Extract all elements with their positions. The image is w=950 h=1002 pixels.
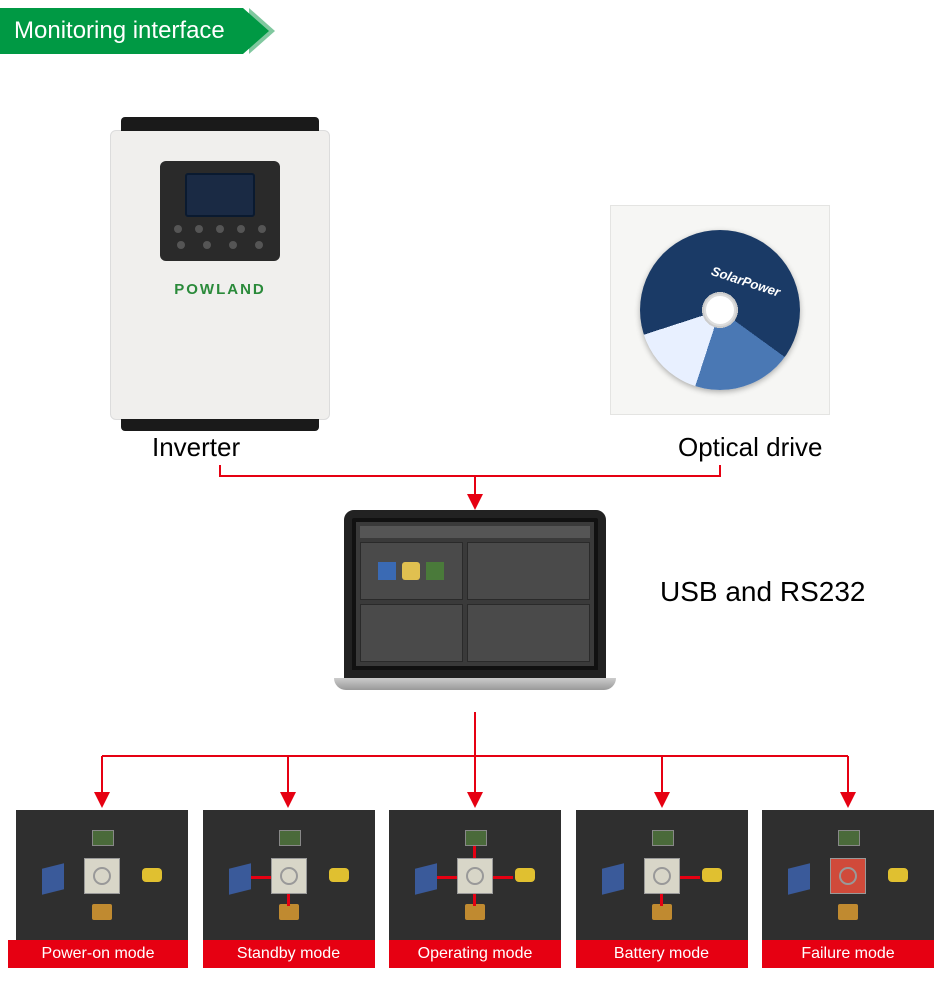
mode-thumb [762,810,934,940]
mode-card-failure: Failure mode [762,810,934,968]
banner-chevron-icon [243,8,269,54]
laptop-toolbar [360,526,590,538]
laptop-panel-br [467,604,590,662]
header-banner: Monitoring interface [0,8,275,54]
load-icon [702,868,722,882]
flow-arrow-icon [437,876,457,879]
mode-thumb [203,810,375,940]
load-icon [515,868,535,882]
battery-icon [652,904,672,920]
battery-icon [465,904,485,920]
flow-arrow-icon [660,894,663,906]
battery-icon [279,904,299,920]
mode-thumb [16,810,188,940]
disc-icon: SolarPower [640,230,800,390]
inverter-icon [457,858,493,894]
battery-icon [92,904,112,920]
flow-arrow-icon [493,876,513,879]
inverter-icon [271,858,307,894]
inverter-lcd-icon [185,173,255,217]
grid-icon [465,830,487,846]
inverter-fail-icon [830,858,866,894]
laptop-panel-tl [360,542,463,600]
laptop-panel-tr [467,542,590,600]
inverter-icon [402,562,420,580]
solar-panel-icon [788,863,810,894]
mode-label: Power-on mode [8,940,188,968]
inverter-bracket-top [121,117,319,131]
inverter-bracket-bottom [121,419,319,431]
laptop-software-ui [356,522,594,666]
flow-arrow-icon [287,894,290,906]
optical-drive-device: SolarPower [610,205,830,415]
inverter-display-panel [160,161,280,261]
laptop-base [334,678,616,690]
disc-text: SolarPower [710,263,783,299]
mode-thumb [389,810,561,940]
optical-drive-label: Optical drive [678,432,823,463]
panel-icon [378,562,396,580]
inverter-device: POWLAND [110,130,330,420]
grid-icon [92,830,114,846]
grid-icon [652,830,674,846]
laptop-panel-bl [360,604,463,662]
mode-label: Standby mode [203,940,375,968]
inverter-label: Inverter [152,432,240,463]
load-icon [888,868,908,882]
laptop-device [334,510,616,700]
flow-arrow-icon [680,876,700,879]
mode-label: Failure mode [762,940,934,968]
load-icon [329,868,349,882]
laptop-screen [344,510,606,678]
mode-card-power-on: Power-on mode [16,810,188,968]
battery-icon [838,904,858,920]
flow-arrow-icon [473,846,476,858]
modes-row: Power-on mode Standby mode [16,810,934,968]
load-icon [142,868,162,882]
header-title: Monitoring interface [0,8,243,54]
solar-panel-icon [42,863,64,894]
inverter-icon [644,858,680,894]
mode-card-battery: Battery mode [576,810,748,968]
inverter-button-row-2 [168,241,272,249]
mode-card-standby: Standby mode [203,810,375,968]
grid-icon [838,830,860,846]
grid-icon [426,562,444,580]
connection-type-label: USB and RS232 [660,576,865,608]
flow-arrow-icon [473,894,476,906]
solar-panel-icon [229,863,251,894]
solar-panel-icon [602,863,624,894]
inverter-button-row [168,225,272,233]
flow-arrow-icon [251,876,271,879]
solar-panel-icon [415,863,437,894]
mode-label: Operating mode [389,940,561,968]
mode-card-operating: Operating mode [389,810,561,968]
inverter-brand-label: POWLAND [111,281,329,298]
mode-thumb [576,810,748,940]
inverter-icon [84,858,120,894]
grid-icon [279,830,301,846]
mode-label: Battery mode [576,940,748,968]
